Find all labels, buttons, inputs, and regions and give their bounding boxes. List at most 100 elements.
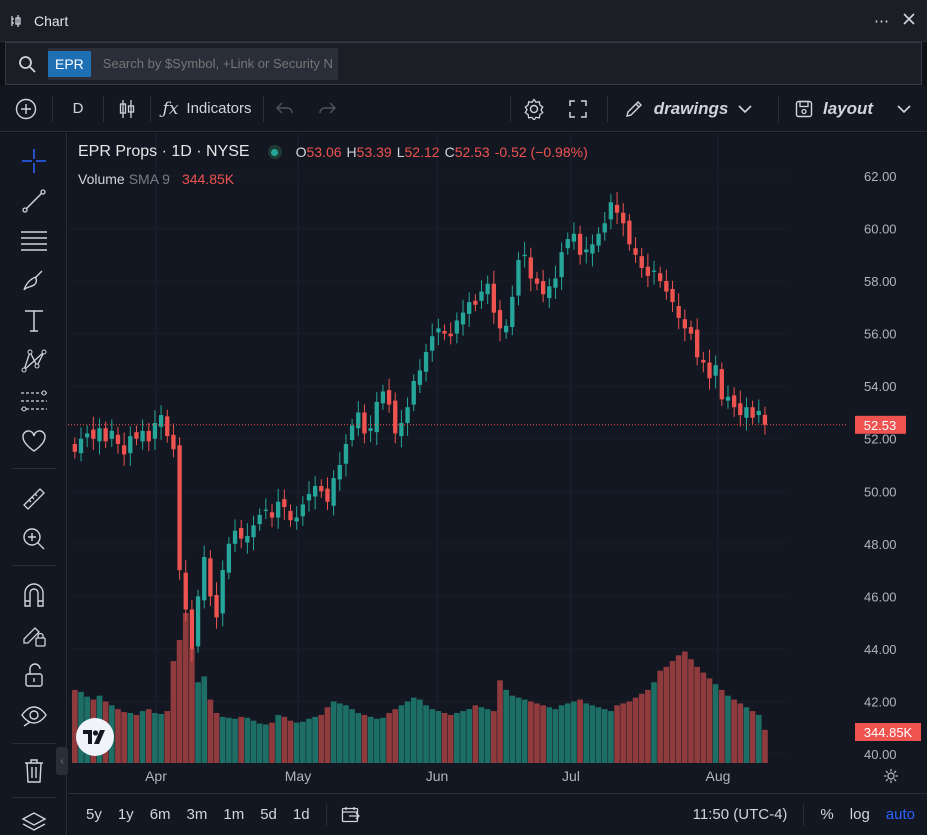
volume-bar (534, 703, 540, 763)
save-icon (795, 100, 813, 117)
volume-bar (170, 661, 177, 763)
fullscreen-icon[interactable] (557, 86, 599, 132)
range-1d[interactable]: 1d (292, 806, 310, 823)
low-key: L (396, 144, 405, 160)
toolbar-divider (52, 95, 53, 122)
settings-gear-icon[interactable] (511, 86, 557, 132)
candle-body (195, 596, 201, 647)
ellipsis-icon[interactable]: ⋯ (874, 12, 889, 30)
brush-icon[interactable] (16, 265, 52, 297)
volume-bar (349, 709, 355, 763)
zoom-in-icon[interactable] (16, 523, 52, 555)
search-input[interactable] (102, 56, 338, 71)
symbol-title[interactable]: EPR Props · 1D · NYSE (78, 143, 250, 160)
time-tick-label: Apr (145, 768, 167, 784)
ruler-icon[interactable] (16, 483, 52, 515)
range-5d[interactable]: 5d (260, 806, 277, 823)
range-3m[interactable]: 3m (186, 806, 208, 823)
range-1m[interactable]: 1m (223, 806, 245, 823)
range-divider (325, 803, 327, 826)
candle-body (528, 257, 533, 279)
redo-icon[interactable] (306, 86, 348, 132)
heart-icon[interactable] (16, 425, 52, 457)
range-6m[interactable]: 6m (149, 806, 171, 823)
text-tool-icon[interactable] (16, 305, 52, 337)
symbol-chip[interactable]: EPR (48, 50, 91, 77)
undo-icon[interactable] (264, 86, 306, 132)
toolbar-divider (778, 95, 779, 122)
high-value: 53.39 (356, 144, 392, 160)
eye-icon[interactable] (16, 699, 52, 731)
volume-bar (417, 699, 423, 763)
price-tick-label: 46.00 (864, 589, 897, 604)
prediction-tool-icon[interactable] (16, 385, 52, 417)
tradingview-logo[interactable] (76, 718, 114, 756)
indicators-button[interactable]: ƒx Indicators (151, 86, 263, 132)
candle-body (146, 430, 151, 442)
volume-bar (460, 711, 466, 763)
volume-bar (207, 699, 214, 763)
volume-bar (447, 714, 454, 763)
candle-body (467, 302, 472, 314)
horizontal-lines-icon[interactable] (16, 225, 52, 257)
add-symbol-icon[interactable] (0, 86, 52, 132)
volume-label[interactable]: Volume (78, 171, 125, 187)
timezone-clock[interactable]: 11:50 (UTC-4) (692, 806, 788, 823)
candle-body (522, 254, 527, 257)
candle-body (516, 260, 521, 296)
auto-scale-toggle[interactable]: auto (885, 806, 915, 823)
volume-bar (762, 729, 768, 763)
chart-pane[interactable]: 62.00 60.00 58.00 56.00 54.00 52.00 50.00 48.00… (56, 133, 927, 793)
candle-body (491, 283, 496, 313)
price-chart[interactable]: 62.00 60.00 58.00 56.00 54.00 52.00 50.00 48.00… (68, 133, 927, 793)
candles-icon[interactable] (104, 86, 150, 132)
interval-button[interactable]: D (72, 100, 84, 117)
candle-body (103, 428, 108, 442)
axis-settings-gear-icon[interactable] (884, 769, 898, 783)
search-icon[interactable] (6, 55, 48, 73)
volume-bar (244, 717, 251, 763)
candle-body (510, 296, 515, 328)
percent-scale-toggle[interactable]: % (820, 806, 834, 823)
log-scale-toggle[interactable]: log (849, 806, 870, 823)
date-range-icon[interactable] (335, 806, 367, 824)
candle-body (189, 609, 195, 649)
trend-line-icon[interactable] (16, 185, 52, 217)
range-5y[interactable]: 5y (86, 806, 102, 823)
lock-drawings-icon[interactable] (16, 619, 52, 651)
collapse-sidebar-icon[interactable]: ‹ (56, 747, 68, 775)
candle-body (171, 434, 176, 450)
candle-body (602, 223, 607, 233)
close-icon[interactable] (903, 12, 915, 29)
volume-bar (712, 684, 719, 763)
candle-body (762, 414, 768, 425)
candle-body (627, 220, 632, 245)
trash-icon[interactable] (16, 755, 52, 787)
pattern-tool-icon[interactable] (16, 345, 52, 377)
volume-bar (632, 697, 639, 763)
candle-body (411, 380, 416, 405)
drawings-dropdown[interactable]: drawings (608, 86, 768, 132)
candle-body (337, 465, 342, 480)
candle-body (165, 416, 170, 437)
volume-bar (72, 689, 78, 763)
volume-bar (367, 716, 374, 763)
layers-icon[interactable] (16, 807, 52, 835)
volume-bar (700, 672, 707, 763)
volume-bar (423, 705, 429, 763)
layout-dropdown[interactable]: layout (779, 86, 927, 132)
candle-body (115, 434, 121, 444)
candle-body (485, 283, 490, 295)
volume-bar (651, 682, 657, 763)
pencil-icon (625, 100, 642, 117)
volume-bar (299, 721, 306, 763)
range-1y[interactable]: 1y (117, 806, 134, 823)
volume-bar (373, 718, 380, 763)
crosshair-icon[interactable] (16, 145, 52, 177)
unlock-icon[interactable] (16, 659, 52, 691)
candle-body (405, 407, 410, 423)
magnet-icon[interactable] (16, 579, 52, 611)
candle-body (312, 486, 318, 497)
volume-bar (478, 707, 485, 763)
volume-bar (133, 714, 140, 763)
